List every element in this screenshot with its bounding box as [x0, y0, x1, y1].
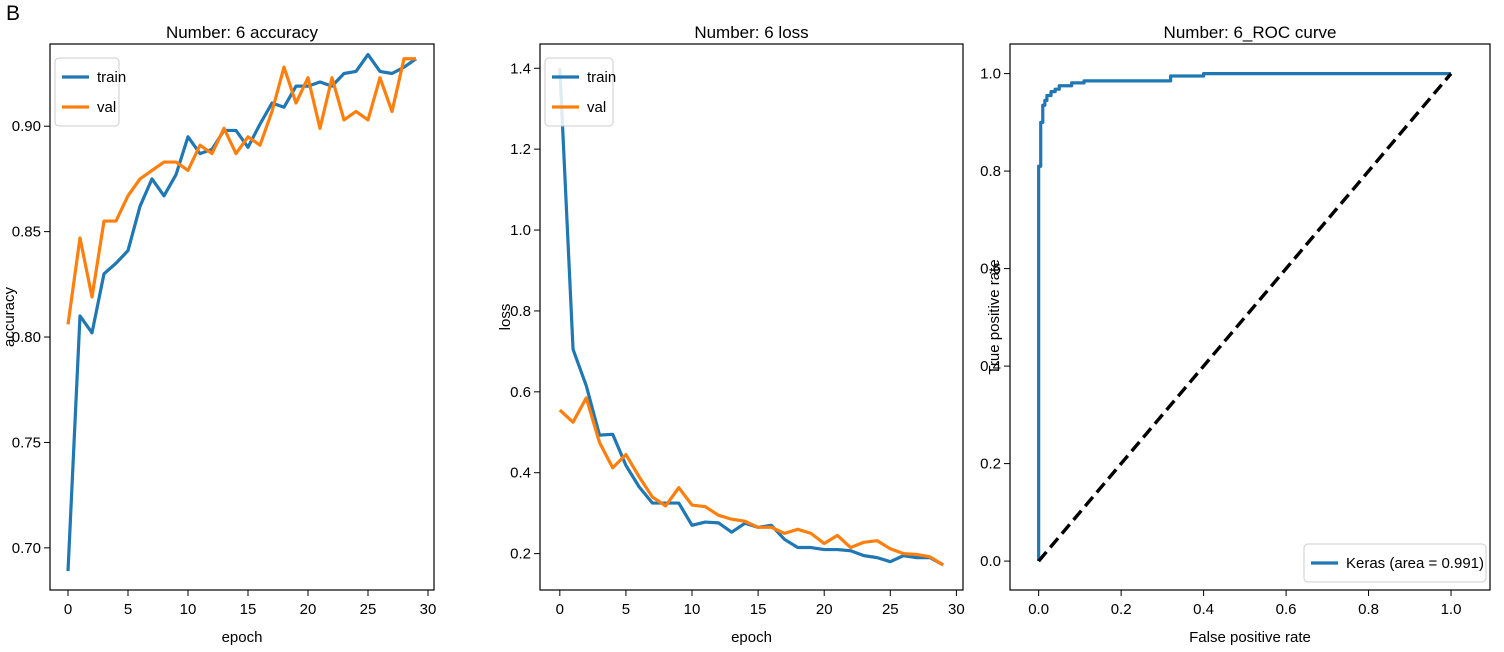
- legend-box: [1303, 543, 1487, 583]
- y-tick-label: 0.2: [980, 456, 1001, 473]
- legend: train val: [544, 57, 616, 127]
- x-tick-label: 0.0: [1028, 601, 1049, 618]
- x-tick-label: 20: [300, 601, 317, 618]
- x-tick-label: 1.0: [1441, 601, 1462, 618]
- chart-title: Number: 6_ROC curve: [1164, 23, 1337, 42]
- x-tick-label: 30: [420, 601, 437, 618]
- x-axis-label: epoch: [222, 629, 263, 646]
- x-tick-label: 0: [64, 601, 72, 618]
- legend-label: val: [97, 99, 116, 116]
- chart-1: Number: 6 accuracy 0 5 10 15 20 25 30 0.70 0.75 0.…: [1, 23, 436, 646]
- x-axis-label: epoch: [731, 629, 772, 646]
- y-axis-label: accuracy: [1, 286, 18, 347]
- chart-2: Number: 6 loss 0 5 10 15 20 25 30 0.2 0.4 0.6 0.8 1.…: [497, 23, 965, 646]
- legend-label: Keras (area = 0.991): [1346, 555, 1484, 572]
- x-tick-label: 20: [816, 601, 833, 618]
- panel-label: B: [6, 2, 21, 25]
- chart-3: Number: 6_ROC curve 0.0 0.2 0.4 0.6 0.8 1.0 0.0…: [980, 23, 1491, 646]
- y-tick-label: 0.4: [510, 465, 531, 482]
- y-tick-label: 1.4: [510, 60, 531, 77]
- x-tick-label: 0.4: [1193, 601, 1214, 618]
- series-val: [66, 57, 416, 325]
- chart-title: Number: 6 loss: [694, 23, 808, 42]
- x-tick-label: 15: [240, 601, 257, 618]
- legend: train val: [54, 57, 126, 127]
- y-tick-label: 0.90: [12, 118, 41, 135]
- x-tick-label: 0: [556, 601, 564, 618]
- y-tick-label: 1.2: [510, 141, 531, 158]
- x-tick-label: 10: [180, 601, 197, 618]
- y-tick-label: 0.4: [980, 358, 1001, 375]
- x-tick-label: 5: [622, 601, 630, 618]
- x-axis-label: False positive rate: [1189, 629, 1311, 646]
- y-tick-label: 0.6: [980, 261, 1001, 278]
- y-tick-label: 0.6: [510, 384, 531, 401]
- x-tick-label: 25: [360, 601, 377, 618]
- y-axis-label: loss: [497, 304, 514, 331]
- x-tick-label: 0.2: [1111, 601, 1132, 618]
- series-keras: [1037, 71, 1452, 562]
- y-tick-label: 0.85: [12, 224, 41, 241]
- plot-frame: [1009, 43, 1491, 591]
- x-tick-label: 30: [948, 601, 965, 618]
- x-tick-label: 15: [750, 601, 767, 618]
- legend-box: [54, 57, 120, 127]
- x-tick-label: 0.8: [1358, 601, 1379, 618]
- legend-label: val: [587, 99, 606, 116]
- plot-frame: [539, 43, 964, 591]
- y-tick-label: 0.80: [12, 329, 41, 346]
- chart-title: Number: 6 accuracy: [166, 23, 319, 42]
- y-tick-label: 0.8: [510, 303, 531, 320]
- legend-label: train: [97, 69, 126, 86]
- series-val: [558, 396, 945, 567]
- legend-label: train: [587, 69, 616, 86]
- plot-frame: [49, 43, 435, 591]
- series-train: [66, 52, 417, 572]
- y-tick-label: 0.0: [980, 553, 1001, 570]
- y-tick-label: 0.8: [980, 163, 1001, 180]
- x-tick-label: 5: [124, 601, 132, 618]
- x-tick-label: 25: [882, 601, 899, 618]
- x-tick-label: 10: [684, 601, 701, 618]
- y-tick-label: 0.2: [510, 546, 531, 563]
- y-tick-label: 0.70: [12, 540, 41, 557]
- series-train: [558, 68, 944, 567]
- y-axis-label: True positive rate: [986, 259, 1003, 374]
- legend: Keras (area = 0.991): [1303, 543, 1487, 583]
- y-tick-label: 0.75: [12, 434, 41, 451]
- y-tick-label: 1.0: [980, 66, 1001, 83]
- x-tick-label: 0.6: [1276, 601, 1297, 618]
- legend-box: [544, 57, 614, 127]
- y-tick-label: 1.0: [510, 222, 531, 239]
- series-diagonal: [1037, 72, 1453, 563]
